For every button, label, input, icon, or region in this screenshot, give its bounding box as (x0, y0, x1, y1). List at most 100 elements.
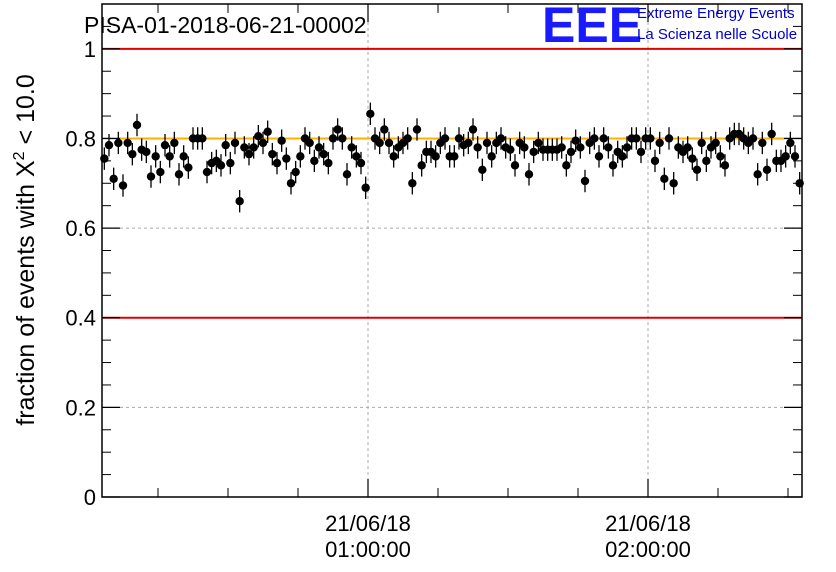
data-point (510, 161, 520, 170)
data-point (254, 132, 263, 141)
data-point (268, 149, 277, 159)
data-point (170, 138, 179, 148)
data-point (464, 138, 473, 148)
data-point (104, 140, 114, 150)
data-point (305, 138, 314, 148)
data-point (333, 125, 342, 134)
data-point (384, 138, 394, 148)
eee-logo: EEE Extreme Energy Events La Scienza nel… (542, 0, 797, 53)
y-axis-label-sup: 2 (11, 151, 28, 160)
data-point (324, 158, 333, 168)
data-point (328, 134, 338, 143)
data-point (534, 138, 543, 148)
data-point (114, 138, 123, 148)
data-point (202, 167, 212, 177)
data-point (482, 138, 492, 148)
data-point (697, 138, 706, 148)
data-point (786, 138, 795, 148)
y-axis-label-prefix: fraction of events with (12, 177, 40, 426)
data-point (758, 138, 767, 148)
data-point (566, 147, 576, 157)
data-point (646, 134, 655, 143)
data-point (282, 154, 291, 163)
data-point (440, 134, 450, 143)
data-point (720, 161, 730, 170)
y-axis-label-chi: X (12, 160, 40, 177)
data-point (692, 165, 702, 175)
data-point (142, 147, 151, 157)
reference-lines (102, 47, 802, 319)
data-point (748, 134, 758, 143)
data-point (240, 143, 249, 152)
data-point (506, 145, 515, 154)
data-point (174, 170, 184, 179)
data-point (417, 161, 426, 170)
data-point (790, 152, 800, 161)
data-point (342, 170, 352, 179)
data-point (669, 179, 678, 188)
data-point (408, 179, 417, 188)
data-point (580, 176, 590, 186)
data-point (366, 109, 375, 119)
data-point (412, 125, 422, 134)
data-point (604, 143, 613, 152)
data-point (151, 152, 160, 161)
data-point (711, 138, 720, 148)
y-tick-label: 1 (84, 37, 96, 62)
data-point (520, 143, 529, 152)
data-point (184, 163, 193, 172)
logo-line1: Extreme Energy Events (637, 5, 795, 22)
data-point (263, 127, 272, 136)
data-point (487, 152, 496, 161)
data-point (473, 143, 482, 152)
data-point (123, 138, 132, 148)
data-point (361, 183, 370, 192)
y-tick-label: 0.6 (65, 216, 96, 241)
data-point (716, 152, 725, 161)
data-point (753, 170, 762, 179)
data-point (608, 161, 618, 170)
data-point (664, 134, 674, 143)
y-tick-label: 0.4 (65, 306, 96, 331)
data-point (590, 134, 599, 143)
data-point (165, 152, 174, 161)
data-point (524, 170, 534, 179)
data-point (314, 143, 324, 152)
x-tick-label-date: 21/06/18 (325, 511, 411, 536)
data-point (622, 143, 632, 152)
chart-title: PISA-01-2018-06-21-00002 (84, 12, 367, 38)
data-point (375, 138, 384, 148)
data-point (702, 156, 711, 166)
data-point (291, 167, 300, 177)
data-point (632, 134, 641, 143)
data-point (478, 165, 487, 175)
y-tick-label: 0.8 (65, 126, 96, 151)
data-point (286, 179, 296, 188)
data-point (221, 140, 230, 150)
data-point (599, 134, 608, 143)
data-point (688, 154, 697, 163)
data-points (100, 102, 804, 213)
x-tick-label-time: 02:00:00 (605, 537, 691, 562)
y-axis-label-suffix: < 10.0 (12, 74, 40, 151)
y-axis: 0 0.2 0.4 0.6 0.8 1 (65, 25, 802, 510)
data-point (403, 134, 412, 143)
data-point (557, 143, 566, 152)
data-point (356, 158, 366, 168)
data-point (431, 152, 440, 161)
data-point (468, 125, 478, 134)
data-point (576, 143, 585, 152)
data-point (529, 147, 538, 157)
x-tick-label-time: 01:00:00 (325, 537, 411, 562)
data-point (781, 152, 790, 161)
data-point (762, 165, 772, 175)
data-point (216, 161, 226, 170)
data-point (496, 134, 506, 143)
data-point (226, 158, 235, 168)
data-point (296, 152, 305, 161)
grid (102, 4, 802, 498)
data-point (338, 134, 347, 143)
data-point (618, 152, 627, 161)
data-point (319, 149, 328, 159)
